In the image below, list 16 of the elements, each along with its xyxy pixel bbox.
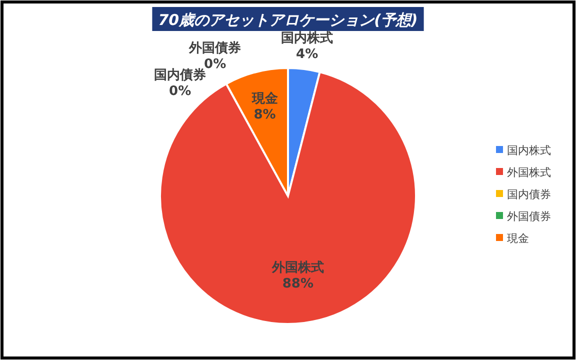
slice-label: 現金 — [250, 91, 279, 106]
legend-label: 外国株式 — [507, 166, 551, 179]
chart-title: 70歳のアセットアロケーション(予想) — [158, 11, 418, 29]
category-label: 外国債券 — [189, 41, 242, 56]
data-label: 8% — [254, 107, 276, 122]
legend-label: 国内債券 — [507, 188, 551, 201]
data-label: 88% — [282, 276, 314, 292]
text: 0% — [204, 57, 226, 72]
text: 0% — [169, 84, 192, 100]
data-label: 4% — [296, 46, 318, 62]
category-label: 国内債券 — [154, 68, 206, 84]
legend-label: 外国債券 — [507, 210, 551, 223]
legend-label: 国内株式 — [507, 144, 551, 157]
legend-label: 現金 — [507, 232, 529, 245]
slice-label: 外国株式 — [270, 260, 324, 276]
slice-label: 国内株式 — [281, 30, 334, 46]
